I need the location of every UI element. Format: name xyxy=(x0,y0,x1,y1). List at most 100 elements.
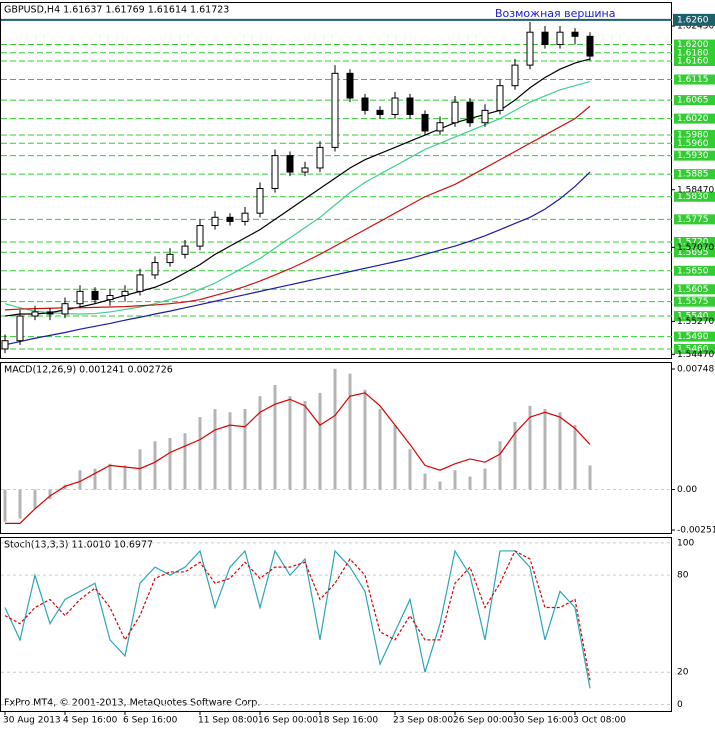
candle-body xyxy=(331,72,339,148)
macd-bar xyxy=(573,425,577,490)
level-label-box xyxy=(674,265,715,276)
level-label: 1.6115 xyxy=(677,75,709,85)
candle-body xyxy=(421,113,429,132)
x-tick-label: 6 Sep 16:00 xyxy=(123,716,178,726)
candle-body xyxy=(136,274,144,292)
candle-body xyxy=(346,72,354,99)
x-tick-label: 16 Sep 00:00 xyxy=(258,716,318,726)
x-tick-label: 4 Sep 16:00 xyxy=(63,716,118,726)
y-tick-label: 0.007487 xyxy=(677,365,715,375)
macd-bar xyxy=(273,384,277,490)
y-tick-label: -0.002517 xyxy=(677,526,715,536)
macd-bar xyxy=(528,405,532,490)
moving-average xyxy=(4,105,591,311)
level-label: 1.6065 xyxy=(677,96,709,106)
y-tick-label: 1.55270 xyxy=(677,317,714,327)
candle-body xyxy=(196,225,204,247)
candle-body xyxy=(361,97,369,111)
candle-body xyxy=(511,64,519,87)
candle-body xyxy=(496,85,504,111)
level-label-box xyxy=(674,236,715,247)
candle-body xyxy=(166,253,174,264)
candle-body xyxy=(241,212,249,222)
macd-bar xyxy=(513,421,517,490)
footer: FxPro MT4, © 2001-2013, MetaQuotes Softw… xyxy=(4,698,260,709)
candle-body xyxy=(211,216,219,227)
y-tick-label: 80 xyxy=(677,571,689,581)
candle-body xyxy=(121,290,129,296)
annotation: Возможная вершина xyxy=(495,7,616,20)
candle-body xyxy=(406,97,414,115)
macd-bar xyxy=(363,389,367,490)
macd-bar xyxy=(198,417,202,490)
level-label: 1.5460 xyxy=(677,344,709,354)
x-tick-label: 30 Aug 2013 xyxy=(3,716,61,726)
level-label-box xyxy=(674,150,715,161)
macd-bar xyxy=(168,438,172,490)
candle-body xyxy=(481,109,489,124)
symbol-header: GBPUSD,H4 1.61637 1.61769 1.61614 1.6172… xyxy=(4,5,229,16)
macd-bar xyxy=(93,468,97,490)
macd-bar xyxy=(393,425,397,490)
level-label: 1.5540 xyxy=(677,312,709,322)
level-label: 1.6180 xyxy=(677,48,709,58)
x-tick-label: 30 Sep 16:00 xyxy=(513,716,573,726)
macd-bar xyxy=(33,489,37,509)
macd-bar xyxy=(483,468,487,490)
moving-average xyxy=(4,58,591,317)
y-tick-label: 1.58470 xyxy=(677,185,714,195)
level-label-box xyxy=(674,214,715,225)
moving-average xyxy=(4,80,591,315)
candle-body xyxy=(271,155,279,190)
macd-bar xyxy=(543,409,547,490)
level-label-box xyxy=(674,95,715,106)
y-tick-label: 0 xyxy=(677,700,683,710)
y-tick-label: 100 xyxy=(677,538,694,548)
level-label-box xyxy=(674,47,715,58)
candle-body xyxy=(376,109,384,115)
level-label: 1.5980 xyxy=(677,131,709,141)
macd-bar xyxy=(318,392,322,490)
macd-bar xyxy=(63,484,67,490)
level-label: 1.5830 xyxy=(677,192,709,202)
macd-bar xyxy=(48,489,52,500)
highlight-label: 1.6260 xyxy=(677,15,709,25)
level-label: 1.5720 xyxy=(677,237,709,247)
macd-bar xyxy=(183,433,187,490)
candle-body xyxy=(436,122,444,132)
stoch-title: Stoch(13,3,3) 11.0010 10.6977 xyxy=(4,540,153,551)
level-label-box xyxy=(674,169,715,180)
candle-body xyxy=(301,167,309,173)
x-tick-label: 26 Sep 00:00 xyxy=(453,716,513,726)
macd-bar xyxy=(558,412,562,490)
moving-average xyxy=(4,171,591,346)
macd-title: MACD(12,26,9) 0.001241 0.002726 xyxy=(4,365,173,376)
level-label: 1.5695 xyxy=(677,248,709,258)
y-tick-label: 1.62450 xyxy=(677,22,714,32)
macd-bar xyxy=(423,473,427,490)
level-label-box xyxy=(674,331,715,342)
macd-bar xyxy=(3,489,7,522)
macd-bar xyxy=(288,396,292,490)
candle-body xyxy=(391,97,399,115)
candle-body xyxy=(91,290,99,301)
candle-body xyxy=(181,245,189,255)
stoch-signal xyxy=(4,550,591,681)
macd-bar xyxy=(123,465,127,490)
candle-body xyxy=(316,146,324,169)
macd-bar xyxy=(438,481,442,490)
candle-body xyxy=(1,340,9,350)
y-tick-label: 0.00 xyxy=(677,485,697,495)
level-label-box xyxy=(674,296,715,307)
candle-body xyxy=(286,155,294,173)
price-panel xyxy=(0,2,672,359)
candle-body xyxy=(16,315,24,342)
level-label-box xyxy=(674,343,715,354)
macd-bar xyxy=(18,489,22,519)
macd-panel xyxy=(0,362,672,534)
macd-bar xyxy=(108,463,112,490)
candle-body xyxy=(61,303,69,315)
macd-bar xyxy=(333,368,337,490)
level-label: 1.6160 xyxy=(677,57,709,67)
